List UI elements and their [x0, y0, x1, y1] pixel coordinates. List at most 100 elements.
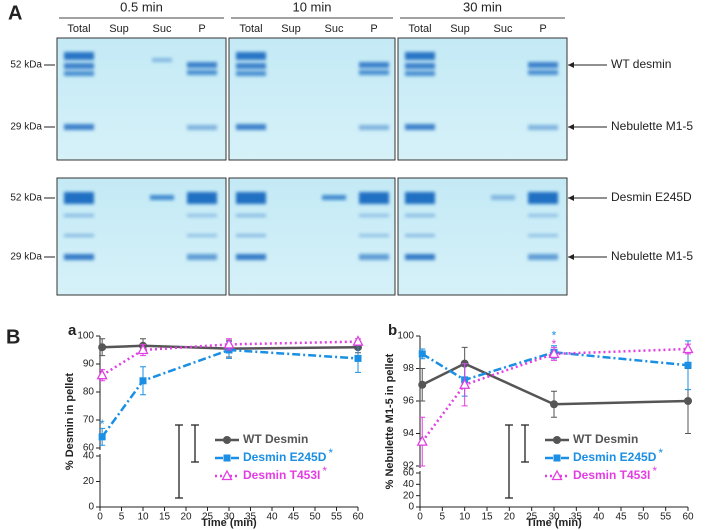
marker: [137, 343, 149, 355]
marker: [98, 343, 107, 352]
y-tick-label: 40: [403, 479, 415, 490]
panel-label: A: [8, 2, 22, 24]
band: [528, 234, 558, 237]
band: [187, 234, 217, 237]
legend-marker: [221, 469, 233, 481]
band-label: Desmin E245D: [611, 190, 692, 204]
y-tick-label: 96: [403, 396, 415, 407]
band-label: Nebulette M1-5: [611, 249, 693, 263]
band: [405, 192, 435, 204]
marker: [418, 350, 426, 358]
y-tick-label: 70: [83, 415, 95, 426]
bands: [64, 52, 217, 130]
band: [236, 214, 266, 217]
bands: [236, 192, 389, 260]
bands: [64, 192, 217, 260]
legend-marker: [553, 436, 561, 444]
y-tick-label: 100: [77, 331, 94, 342]
band: [405, 124, 435, 130]
legend-bracket: [175, 424, 199, 499]
legend-label: WT Desmin: [573, 432, 638, 446]
x-tick-label: 40: [593, 512, 605, 523]
band: [64, 71, 94, 76]
marker: [459, 378, 471, 389]
lane-label: Suc: [153, 23, 172, 35]
y-tick-label: 20: [83, 476, 95, 487]
significance-mark: *: [100, 417, 105, 431]
significance-mark: *: [322, 464, 327, 478]
bands: [236, 52, 389, 130]
band: [528, 214, 558, 217]
band: [405, 63, 435, 69]
band: [405, 71, 435, 76]
significance-mark: *: [552, 328, 557, 342]
x-tick-label: 40: [266, 512, 278, 523]
marker-label: 29 kDa: [10, 252, 42, 263]
band: [187, 214, 217, 217]
x-tick-label: 55: [660, 512, 672, 523]
x-axis-title: Time (min): [201, 517, 257, 529]
y-tick-label: 0: [408, 502, 414, 513]
series-line: [421, 362, 689, 406]
lane-label: Sup: [450, 23, 470, 35]
band: [236, 192, 266, 204]
lane-label: Suc: [325, 23, 344, 35]
band: [236, 71, 266, 76]
band: [322, 195, 346, 200]
band-label: WT desmin: [611, 57, 671, 71]
band: [64, 192, 94, 204]
marker-label: 52 kDa: [10, 60, 42, 71]
y-tick-label: 60: [83, 443, 95, 454]
arrow-head: [568, 62, 574, 68]
x-tick-label: 30: [548, 512, 560, 523]
marker-label: 29 kDa: [10, 122, 42, 133]
significance-mark: *: [652, 464, 657, 478]
panel-label: B: [6, 326, 20, 348]
legend-marker: [553, 454, 561, 462]
y-tick-label: 90: [83, 359, 95, 370]
band: [491, 195, 515, 200]
band: [64, 63, 94, 69]
legend-label: Desmin T453I: [573, 468, 650, 482]
band: [236, 254, 266, 260]
x-tick-label: 25: [526, 512, 538, 523]
marker: [223, 338, 235, 349]
band: [64, 124, 94, 130]
time-header: 30 min: [463, 0, 502, 14]
band: [152, 58, 172, 62]
x-tick-label: 20: [180, 512, 192, 523]
band: [359, 214, 389, 217]
x-tick-label: 45: [615, 512, 627, 523]
gel-box: [228, 37, 396, 161]
y-tick-label: 20: [403, 490, 415, 501]
band: [64, 234, 94, 237]
lane-label: Sup: [109, 23, 129, 35]
band: [187, 254, 217, 260]
band: [405, 254, 435, 260]
bands: [405, 52, 558, 130]
band: [359, 234, 389, 237]
x-tick-label: 20: [504, 512, 516, 523]
significance-mark: *: [658, 446, 663, 460]
marker: [352, 335, 364, 346]
marker: [354, 354, 362, 362]
band: [528, 70, 558, 75]
legend-label: Desmin E245D: [573, 450, 657, 464]
band: [528, 254, 558, 260]
band: [359, 70, 389, 75]
marker: [416, 435, 428, 446]
y-tick-label: 100: [397, 331, 414, 342]
band: [64, 52, 94, 60]
x-tick-label: 10: [137, 512, 149, 523]
band: [187, 192, 217, 204]
arrow-head: [568, 195, 574, 201]
x-tick-label: 30: [223, 512, 235, 523]
x-tick-label: 0: [417, 512, 423, 523]
band: [528, 62, 558, 68]
marker: [96, 368, 108, 380]
marker: [682, 342, 694, 354]
band: [150, 195, 174, 200]
x-tick-label: 45: [288, 512, 300, 523]
x-tick-label: 5: [119, 512, 125, 523]
time-header: 0.5 min: [120, 0, 163, 14]
